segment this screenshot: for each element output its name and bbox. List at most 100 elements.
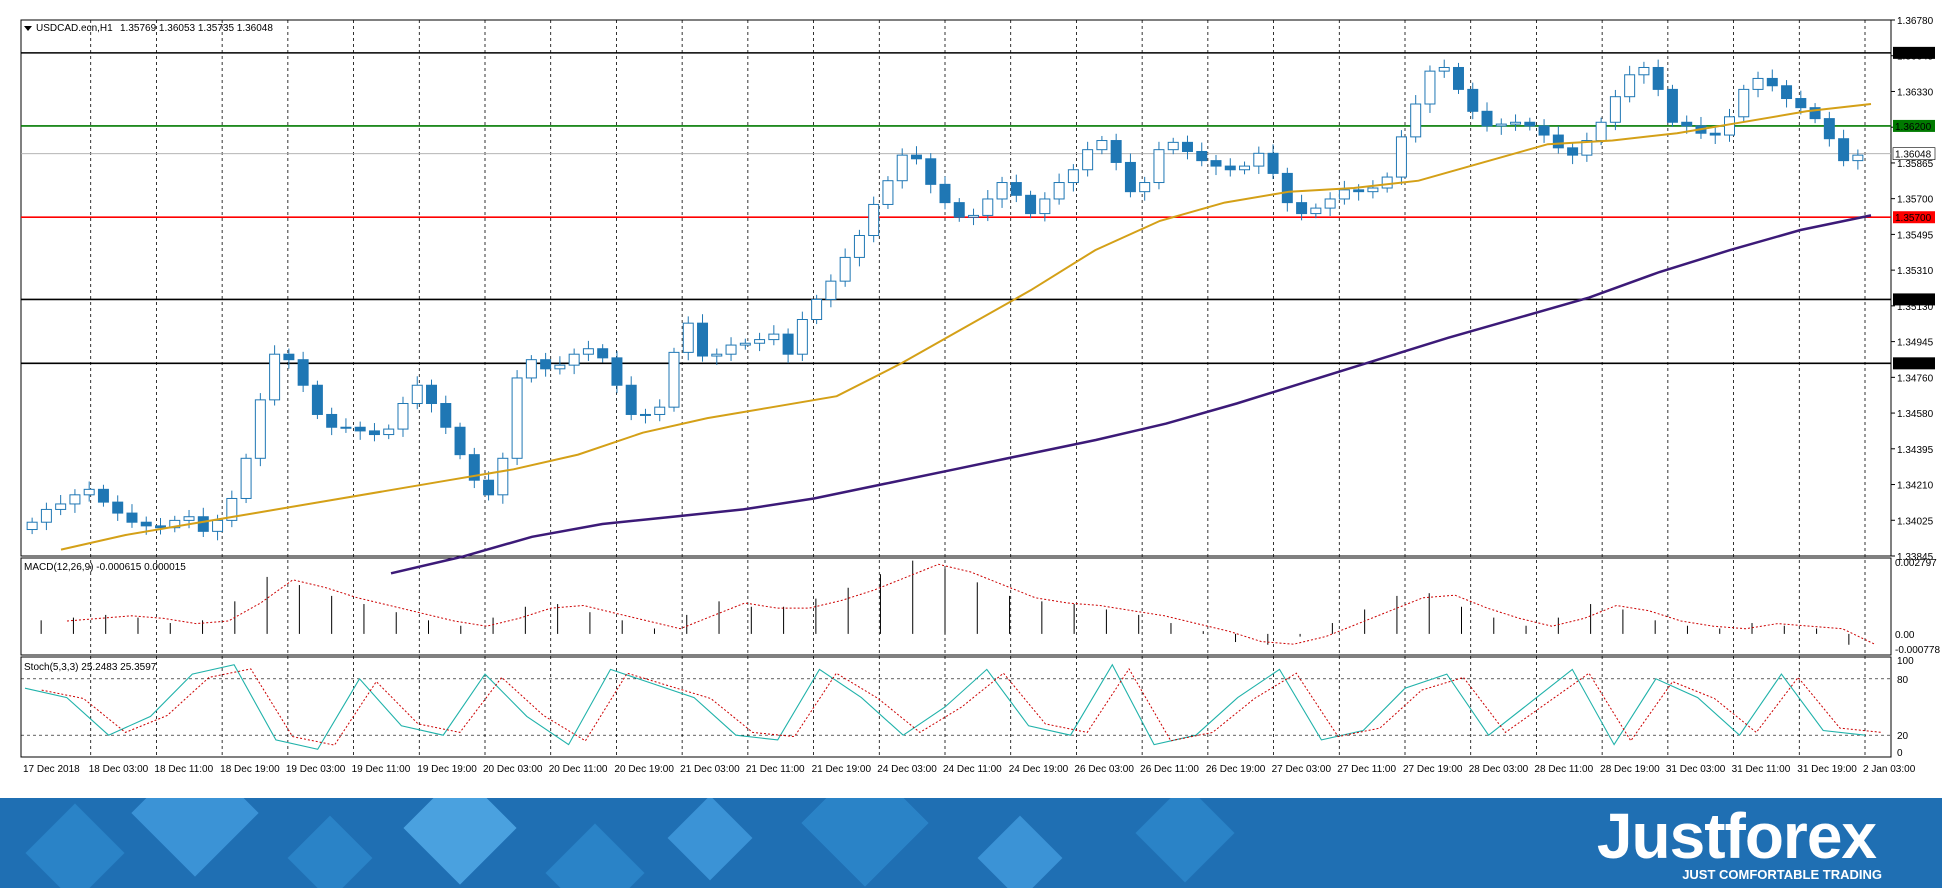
bear-candle: [1709, 132, 1721, 136]
bear-candle: [1538, 125, 1550, 136]
bear-candle: [1666, 88, 1678, 123]
time-label: 31 Dec 19:00: [1797, 764, 1857, 775]
bear-candle: [283, 353, 295, 361]
level-label-box: [1893, 46, 1935, 59]
bear-candle: [597, 348, 609, 359]
level-label: 1.36600: [1895, 49, 1932, 60]
bear-candle: [782, 333, 794, 355]
bull-candle: [55, 503, 67, 510]
bear-candle: [697, 322, 709, 357]
bear-candle: [1766, 77, 1778, 87]
brand-tagline: JUST COMFORTABLE TRADING: [1682, 867, 1882, 882]
banner-shape: [801, 798, 929, 887]
time-label: 18 Dec 03:00: [89, 764, 149, 775]
bear-candle: [1467, 88, 1479, 112]
bull-candle: [183, 516, 195, 521]
bear-candle: [368, 430, 380, 436]
bear-candle: [1452, 66, 1464, 90]
bull-candle: [212, 519, 224, 532]
bear-candle: [155, 525, 166, 529]
time-label: 21 Dec 11:00: [746, 764, 805, 775]
bull-candle: [411, 384, 423, 405]
time-label: 17 Dec 2018: [23, 764, 80, 775]
bull-candle: [668, 351, 680, 408]
bull-candle: [868, 203, 880, 236]
bear-candle: [1196, 150, 1208, 162]
bull-candle: [1395, 136, 1407, 178]
bear-candle: [426, 384, 438, 405]
price-label: 1.34945: [1897, 338, 1934, 349]
level-label-box: [1893, 119, 1935, 132]
bear-candle: [611, 357, 623, 386]
bull-candle: [1752, 77, 1764, 90]
bull-candle: [1424, 70, 1436, 105]
time-label: 28 Dec 11:00: [1534, 764, 1593, 775]
bear-candle: [97, 488, 109, 503]
macd-pane[interactable]: [20, 557, 1892, 656]
bull-candle: [711, 353, 723, 357]
price-label: 1.36780: [1897, 16, 1934, 27]
bull-candle: [825, 280, 837, 300]
level-label: 1.35250: [1895, 295, 1932, 306]
time-label: 24 Dec 11:00: [943, 764, 1002, 775]
level-label-box: [1893, 293, 1935, 306]
bull-candle: [654, 406, 666, 415]
bear-candle: [1781, 85, 1793, 100]
bull-candle: [40, 508, 52, 523]
time-label: 27 Dec 19:00: [1403, 764, 1463, 775]
bear-candle: [1552, 134, 1564, 149]
bull-candle: [169, 519, 181, 529]
bear-candle: [354, 426, 366, 432]
banner-shape: [667, 798, 753, 881]
bear-candle: [454, 426, 466, 456]
bear-candle: [925, 158, 937, 185]
macd-axis-label: -0.000778: [1895, 645, 1940, 656]
bull-candle: [1310, 207, 1322, 215]
symbol-label: USDCAD.ecn,H1: [36, 23, 113, 34]
bull-candle: [853, 234, 865, 258]
bull-candle: [1153, 149, 1165, 184]
justforex-banner: Justforex JUST COMFORTABLE TRADING: [0, 798, 1942, 888]
brand-logo[interactable]: Justforex: [1596, 800, 1877, 872]
macd-signal-line: [66, 563, 1875, 645]
bull-candle: [968, 214, 980, 218]
bear-candle: [1025, 194, 1037, 215]
price-label: 1.34760: [1897, 373, 1934, 384]
bear-candle: [140, 521, 152, 527]
current-price-label: 1.36048: [1895, 150, 1932, 161]
bear-candle: [326, 413, 338, 428]
triangle-down-icon[interactable]: [24, 26, 32, 31]
bull-candle: [26, 521, 38, 531]
bull-candle: [1638, 66, 1650, 76]
time-label: 20 Dec 03:00: [483, 764, 543, 775]
bull-candle: [1067, 169, 1079, 184]
price-chart[interactable]: 1.367801.366451.363301.360481.358651.357…: [0, 0, 1942, 798]
stoch-label: Stoch(5,3,3) 25.2483 25.3597: [24, 662, 157, 673]
stoch-signal-line: [41, 667, 1882, 746]
stoch-indicator: 100 80 20 0: [21, 656, 1914, 759]
bear-candle: [1210, 160, 1222, 167]
bull-candle: [226, 497, 238, 521]
price-label: 1.36330: [1897, 87, 1934, 98]
price-label: 1.35700: [1897, 195, 1934, 206]
banner-shape: [545, 823, 645, 888]
level-label-box: [1893, 357, 1935, 370]
bull-candle: [568, 353, 580, 366]
macd-axis-label: 0.002797: [1895, 558, 1937, 569]
bull-candle: [1410, 103, 1422, 138]
stoch-main-line: [24, 663, 1866, 750]
bear-candle: [1296, 202, 1308, 215]
bear-candle: [1823, 118, 1835, 140]
bull-candle: [754, 339, 766, 344]
time-label: 26 Dec 11:00: [1140, 764, 1199, 775]
time-label: 27 Dec 03:00: [1272, 764, 1332, 775]
main-pane[interactable]: [20, 19, 1892, 557]
macd-label: MACD(12,26,9) -0.000615 0.000015: [24, 562, 186, 573]
stoch-axis-label: 80: [1897, 675, 1909, 686]
time-label: 2 Jan 03:00: [1863, 764, 1916, 775]
level-label: 1.36200: [1895, 122, 1932, 133]
stoch-pane[interactable]: [20, 656, 1892, 758]
bear-candle: [311, 384, 323, 415]
bull-candle: [83, 488, 95, 496]
ma-slow-line: [390, 214, 1872, 575]
